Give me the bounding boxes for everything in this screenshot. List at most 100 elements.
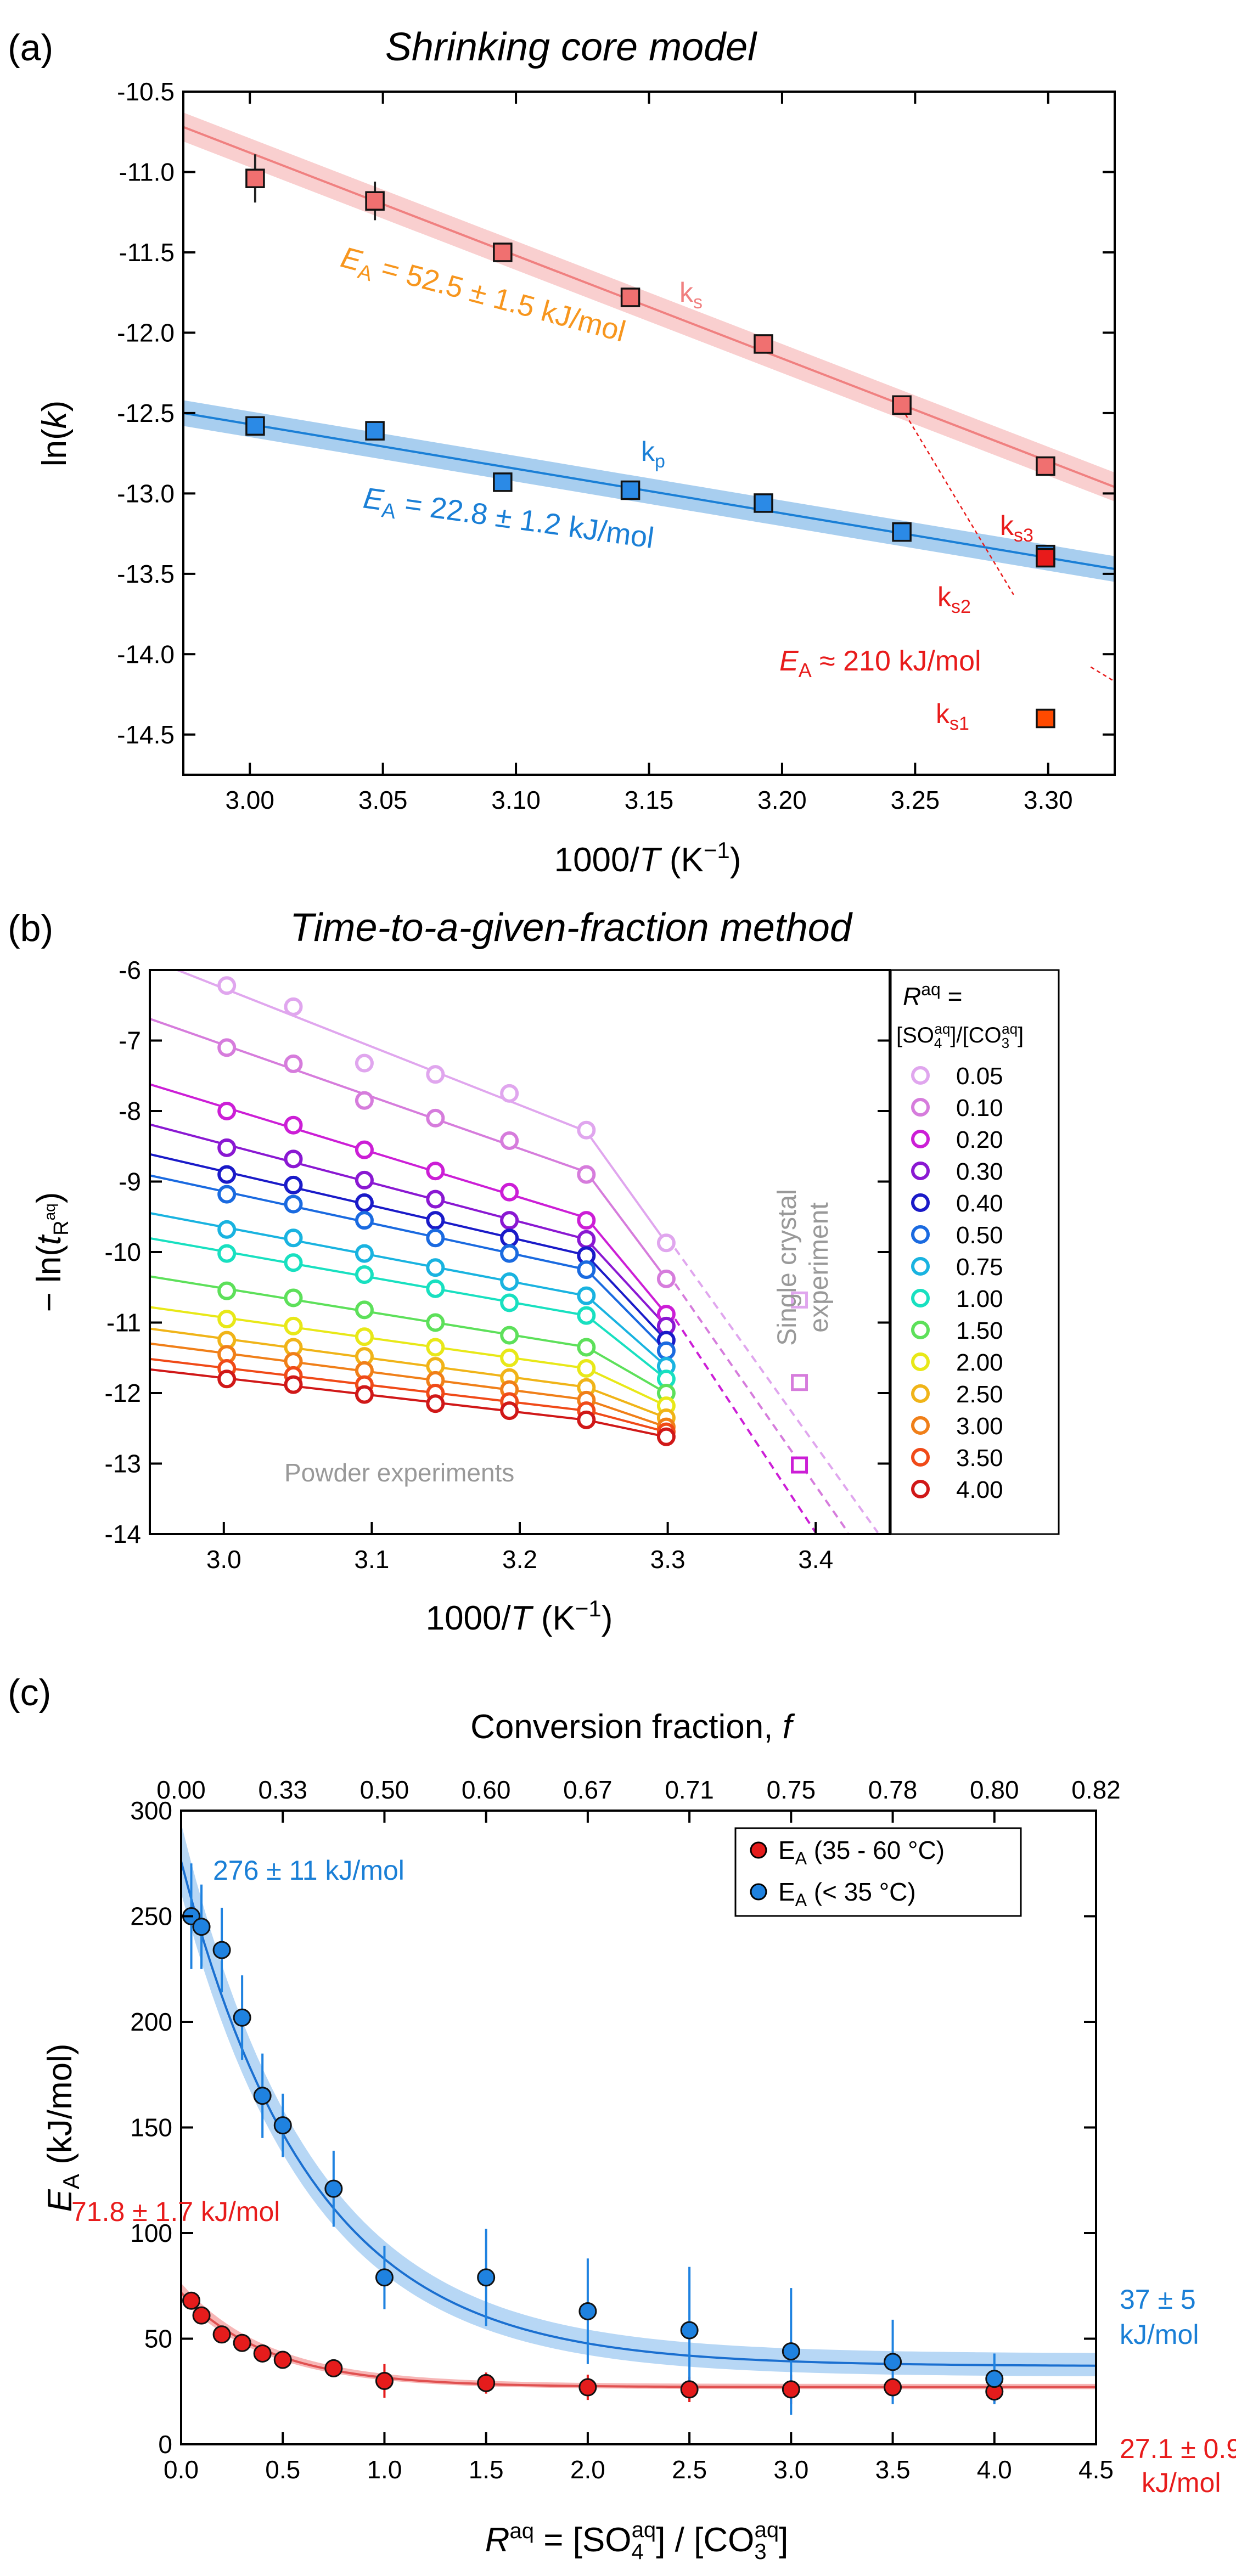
x-tick-label: 3.2 [502,1545,537,1574]
marker-1.50 [284,1288,303,1307]
fit-line-k_p [183,412,1115,571]
legend-marker-0.50 [911,1225,930,1244]
marker-0.10 [500,1131,519,1150]
marker-0.20 [500,1182,519,1202]
marker-1.00 [577,1306,596,1325]
marker-0.50 [500,1244,519,1263]
axis-ticks: 3.00 3.05 3.10 3.15 3.20 3.25 3.30 -10.5 -11.0 -1… [117,77,1115,814]
top-tick-label: 0.78 [868,1775,918,1804]
legend-marker-0.20 [911,1130,930,1148]
dashed-extrapolation [674,1318,817,1534]
label-ks3: ks3 [1000,510,1033,546]
x-tick-label: 3.0 [773,2455,808,2484]
marker-point [212,1941,231,1959]
top-axis-title-c: Conversion fraction, f [470,1708,795,1746]
legend-marker-0.30 [911,1162,930,1180]
marker-1.50 [500,1326,519,1345]
legend-label-0.40: 0.40 [956,1190,1003,1217]
y-tick-label: 50 [144,2325,172,2353]
marker-0.20 [217,1102,237,1120]
marker-point [782,2380,800,2399]
marker-2.00 [500,1348,519,1367]
legend-marker-2.00 [911,1352,930,1371]
marker-1.50 [426,1313,445,1332]
marker-0.75 [426,1258,445,1277]
panel-label-b: (b) [8,907,53,949]
marker-point [233,2333,251,2352]
legend-box-c [734,1827,1022,1917]
x-tick-label: 1.0 [367,2455,402,2484]
legend-marker-blue [750,1883,767,1901]
marker-0.05 [656,1233,676,1253]
marker-0.10 [656,1269,676,1288]
dashed-line-ks1 [1090,666,1115,683]
y-tick-label: -13.0 [117,479,175,508]
fit-line [181,1861,1096,2367]
legend-label-0.05: 0.05 [956,1063,1003,1090]
top-tick-label: 0.71 [665,1775,714,1804]
marker-2.00 [426,1338,445,1357]
annotation-red-right-2: kJ/mol [1142,2467,1221,2498]
x-tick-label: 3.3 [650,1545,686,1574]
marker-point [273,2116,292,2135]
y-tick-label: -14 [105,1520,141,1548]
y-axis-title-a: ln(k) [36,401,74,467]
marker-0.50 [284,1194,303,1214]
legend-marker-1.50 [911,1321,930,1339]
x-tick-label: 2.5 [672,2455,707,2484]
marker-0.30 [426,1190,445,1209]
legend-label-4.00: 4.00 [956,1476,1003,1503]
x-axis-title-a: 1000/T (K−1) [554,837,741,879]
marker-0.10 [217,1038,237,1057]
marker-point [680,2380,699,2399]
marker-k_p [493,472,513,492]
annotation-blue-top: 276 ± 11 kJ/mol [213,1855,404,1886]
panel-c: (c) Conversion fraction, f 0.0 0.5 1.0 1.5 2… [8,1672,1236,2564]
marker-0.20 [426,1162,445,1181]
marker-single-crystal [791,1456,808,1474]
marker-0.50 [426,1228,445,1248]
legend-marker-1.00 [911,1289,930,1307]
marker-0.20 [577,1211,596,1230]
y-tick-label: -12.0 [117,318,175,347]
marker-1.00 [355,1265,374,1284]
marker-point [233,2008,251,2027]
annotation-blue-right-2: kJ/mol [1120,2319,1199,2350]
top-tick-label: 0.75 [767,1775,816,1804]
legend-label-3.50: 3.50 [956,1445,1003,1472]
single-crystal-label: Single crystal [773,1189,802,1345]
marker-k_p [892,522,912,542]
data-markers [182,1907,1004,2401]
marker-0.10 [355,1091,374,1110]
marker-point [375,2268,394,2287]
legend-label-2.50: 2.50 [956,1381,1003,1408]
legend-label-blue: EA (< 35 °C) [778,1878,916,1910]
y-tick-label: 0 [158,2430,172,2459]
dashed-line-ks2 [901,408,1014,595]
marker-point [477,2268,496,2287]
marker-0.75 [217,1220,237,1239]
marker-k_s [620,288,641,307]
x-tick-label: 0.0 [164,2455,199,2484]
y-tick-label: 250 [130,1902,172,1931]
x-tick-label: 3.5 [875,2455,911,2484]
marker-0.05 [355,1053,374,1073]
single-crystal-label-2: experiment [805,1202,834,1332]
marker-0.20 [284,1115,303,1135]
legend-marker-0.05 [911,1066,930,1085]
legend-items: 0.05 0.10 0.20 0.30 0.40 0.50 0.75 1.00 1.50 2.00… [911,1063,1003,1503]
marker-point [192,1918,211,1936]
fit-bands [183,112,1115,582]
label-kp: kp [641,436,665,472]
marker-point [324,2359,343,2377]
x-tick-label: 3.25 [891,786,940,814]
marker-k_p [365,421,385,441]
legend-marker-0.75 [911,1257,930,1276]
legend-label-0.50: 0.50 [956,1222,1003,1249]
marker-single-crystal [791,1374,808,1391]
x-tick-label: 4.5 [1078,2455,1114,2484]
y-tick-label: -12 [105,1379,141,1407]
panel-b: (b) Time-to-a-given-fraction method 3.0 3… [8,906,1060,1637]
legend-title-line2: [SO4aq]/[CO3aq] [896,1021,1024,1051]
y-tick-label: 200 [130,2008,172,2036]
